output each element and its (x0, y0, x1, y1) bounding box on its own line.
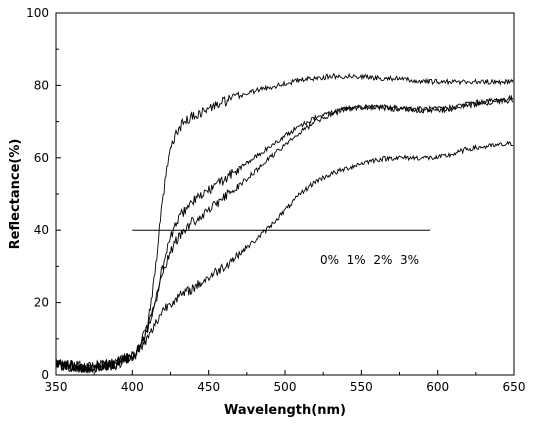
x-tick-label: 650 (503, 380, 526, 394)
axis-ticks: 350 400 450 500 550 600 650 0 20 40 60 80 100 (26, 6, 525, 394)
y-axis-title: Reflectance(%) (8, 139, 23, 250)
y-tick-label: 60 (34, 151, 49, 165)
y-tick-label: 0 (41, 368, 49, 382)
series-group (55, 72, 514, 374)
x-tick-label: 450 (197, 380, 220, 394)
series-line-1 (55, 72, 514, 374)
x-tick-label: 500 (274, 380, 297, 394)
x-tick-label: 400 (121, 380, 144, 394)
y-tick-label: 40 (34, 223, 49, 237)
y-tick-label: 80 (34, 78, 49, 92)
x-tick-label: 600 (426, 380, 449, 394)
y-tick-label: 20 (34, 296, 49, 310)
x-tick-label: 350 (45, 380, 68, 394)
x-tick-label: 550 (350, 380, 373, 394)
series-line-4 (55, 140, 514, 374)
annotation-text: 0% 1% 2% 3% (320, 253, 419, 267)
series-line-2 (55, 97, 514, 374)
x-axis-title: Wavelength(nm) (224, 403, 346, 418)
y-tick-label: 100 (26, 6, 49, 20)
series-line-3 (55, 94, 514, 373)
plot-frame (55, 12, 515, 376)
